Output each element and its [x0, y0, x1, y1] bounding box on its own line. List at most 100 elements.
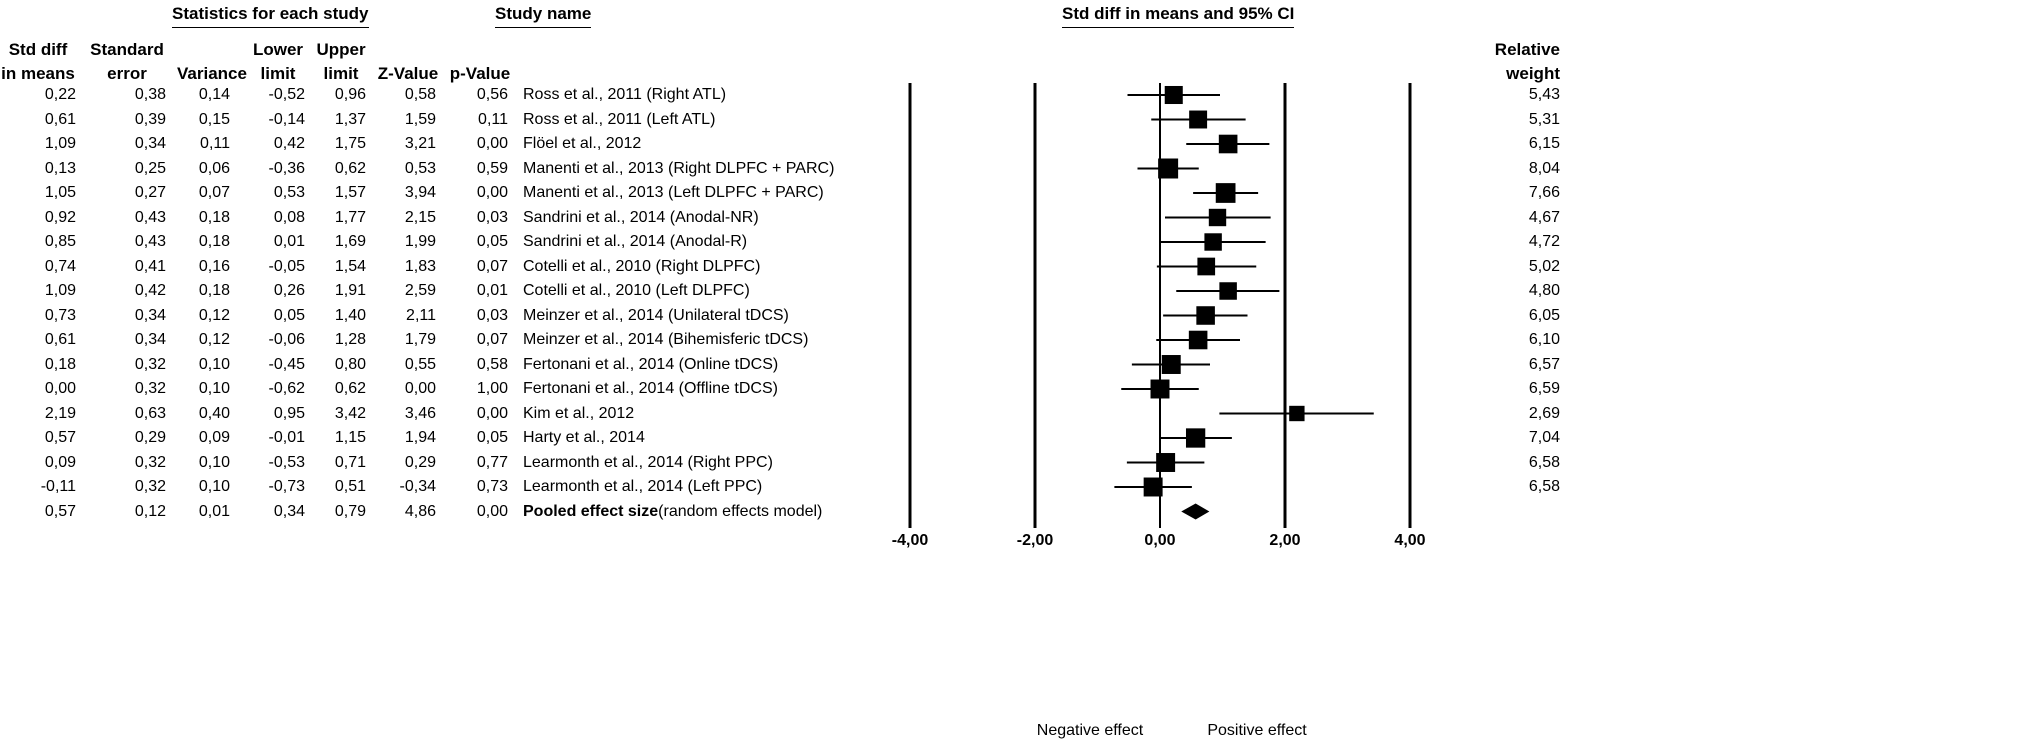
cell-z: 2,59: [404, 282, 436, 299]
cell-lower: 0,08: [273, 208, 305, 226]
cell-se: 0,32: [134, 478, 166, 495]
cell-z: 1,59: [404, 110, 436, 128]
cell-se: 0,38: [134, 86, 166, 103]
cell-weight: 6,57: [1528, 355, 1560, 373]
cell-weight: 2,69: [1528, 404, 1560, 422]
cell-upper: 1,37: [334, 110, 366, 128]
cell-lower: 0,01: [273, 233, 305, 250]
cell-var: 0,16: [198, 257, 230, 275]
cell-upper: 1,69: [334, 233, 366, 250]
cell-var: 0,12: [198, 331, 230, 348]
cell-std-diff: 0,18: [44, 355, 76, 373]
cell-upper: 1,75: [334, 135, 366, 152]
cell-se: 0,34: [134, 331, 166, 348]
cell-upper: 1,28: [334, 331, 366, 348]
col-header-line: Relative: [1494, 40, 1560, 59]
study-name: Fertonani et al., 2014 (Offline tDCS): [523, 380, 778, 397]
col-header-std-error: Standard error: [82, 38, 172, 86]
cell-std-diff: 0,13: [44, 159, 76, 177]
pooled-name: Pooled effect size(random effects model): [523, 501, 822, 523]
cell-p: 1,00: [476, 380, 508, 397]
pooled-diamond: [1181, 503, 1210, 520]
cell-var: 0,10: [198, 380, 230, 397]
study-name: Cotelli et al., 2010 (Left DLPFC): [523, 282, 750, 299]
col-header-line: p-Value: [449, 64, 511, 83]
effect-square: [1185, 428, 1206, 448]
effect-square: [1150, 379, 1170, 399]
cell-p: 0,00: [476, 135, 508, 152]
cell-z: 2,11: [406, 306, 436, 324]
cell-std-diff: 0,73: [44, 306, 76, 324]
cell-var: 0,40: [198, 404, 230, 422]
cell-p: 0,03: [476, 306, 508, 324]
cell-weight: 6,10: [1528, 331, 1560, 348]
cell-upper: 0,96: [334, 86, 366, 103]
x-tick-label: -4,00: [891, 532, 929, 549]
cell-z: 1,83: [404, 257, 436, 275]
cell-lower: 0,42: [273, 135, 305, 152]
cell-se: 0,39: [134, 110, 166, 128]
cell-p: 0,00: [476, 184, 508, 201]
cell-upper: 0,51: [334, 478, 366, 495]
cell-se: 0,32: [134, 453, 166, 471]
cell-se: 0,41: [134, 257, 166, 275]
col-header-line: Lower: [252, 40, 304, 59]
cell-p: 0,77: [476, 453, 508, 471]
cell-var: 0,10: [198, 453, 230, 471]
study-name: Kim et al., 2012: [523, 404, 635, 422]
cell-se: 0,43: [134, 208, 166, 226]
cell-lower: 0,05: [273, 306, 305, 324]
study-name: Cotelli et al., 2010 (Right DLPFC): [523, 257, 761, 275]
cell-weight: 5,02: [1528, 257, 1560, 275]
negative-effect-label: Negative effect: [1036, 722, 1144, 739]
study-name: Learmonth et al., 2014 (Left PPC): [523, 478, 763, 495]
col-header-line: limit: [260, 64, 296, 83]
cell-se: 0,32: [134, 380, 166, 397]
cell-z: 2,15: [404, 208, 436, 226]
effect-square: [1215, 183, 1236, 203]
cell-z: 3,46: [404, 404, 436, 422]
cell-lower: 0,26: [273, 282, 305, 299]
stats-group-header: Statistics for each study: [172, 4, 369, 28]
col-header-line: Z-Value: [377, 64, 439, 83]
cell-z: 0,29: [404, 453, 436, 471]
study-name: Ross et al., 2011 (Left ATL): [523, 110, 716, 128]
cell-var: 0,18: [198, 208, 230, 226]
cell-std-diff: 0,22: [44, 86, 76, 103]
cell-lower: -0,52: [268, 86, 305, 103]
cell-weight: 4,80: [1528, 282, 1560, 299]
cell-lower: -0,45: [268, 355, 305, 373]
cell-z: 1,94: [404, 429, 436, 446]
cell-z: -0,34: [399, 478, 436, 495]
cell-weight: 6,15: [1528, 135, 1560, 152]
cell-p: 0,58: [476, 355, 508, 373]
cell-std-diff: 0,61: [44, 331, 76, 348]
cell-p: 0,11: [478, 110, 508, 128]
col-header-variance: Variance: [172, 62, 252, 86]
x-tick-label: 4,00: [1394, 532, 1426, 549]
cell-lower: -0,05: [268, 257, 305, 275]
cell-se: 0,12: [134, 502, 166, 520]
cell-se: 0,27: [134, 184, 166, 201]
col-header-upper: Upper limit: [311, 38, 371, 86]
effect-square: [1208, 208, 1227, 227]
col-header-line: Standard: [90, 40, 164, 59]
cell-lower: 0,34: [273, 502, 305, 520]
effect-square: [1196, 306, 1215, 325]
cell-se: 0,34: [134, 135, 166, 152]
effect-square: [1158, 158, 1179, 179]
cell-var: 0,12: [198, 306, 230, 324]
cell-var: 0,07: [198, 184, 230, 201]
cell-z: 0,58: [404, 86, 436, 103]
study-name: Sandrini et al., 2014 (Anodal-NR): [523, 208, 759, 226]
cell-upper: 3,42: [334, 404, 366, 422]
effect-square: [1219, 282, 1237, 300]
cell-z: 1,99: [404, 233, 436, 250]
study-name: Manenti et al., 2013 (Right DLPFC + PARC…: [523, 159, 835, 177]
cell-var: 0,18: [198, 282, 230, 299]
positive-effect-label: Positive effect: [1207, 722, 1307, 739]
cell-var: 0,09: [198, 429, 230, 446]
cell-std-diff: 1,05: [44, 184, 76, 201]
cell-std-diff: 2,19: [44, 404, 76, 422]
cell-p: 0,05: [476, 429, 508, 446]
